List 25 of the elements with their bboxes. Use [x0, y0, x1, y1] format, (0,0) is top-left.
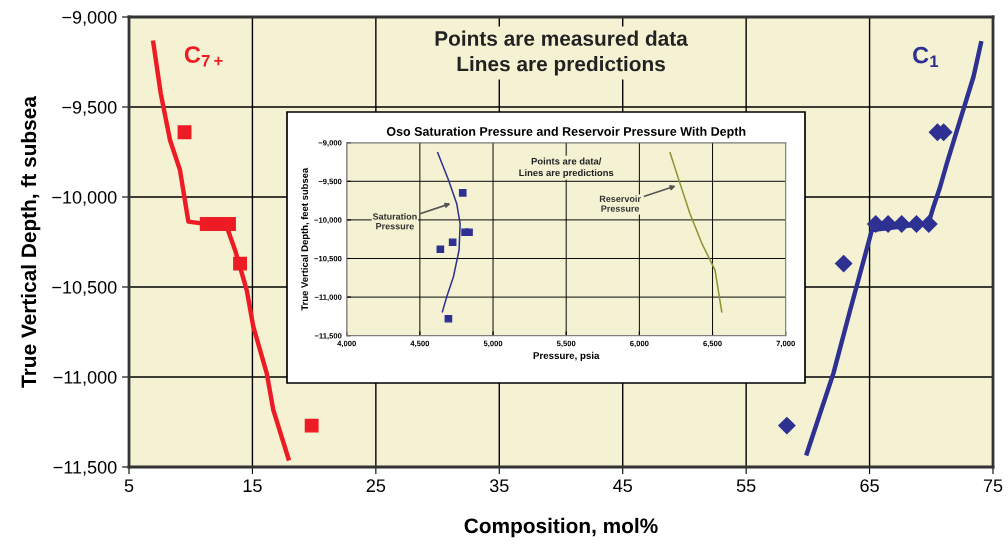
x-tick-label: 15 [243, 479, 262, 493]
annotation: Reservoir Pressure [599, 195, 641, 212]
y-axis-title: True Vertical Depth, feet subsea [301, 167, 310, 311]
x-tick-label: 25 [366, 479, 386, 493]
annotation: Points are measured data Lines are predictions [435, 30, 688, 76]
x-tick-label: 45 [613, 479, 632, 493]
annotation: Points are data/ Lines are predictions [519, 157, 614, 178]
x-tick-label: 35 [489, 479, 509, 493]
x-axis-title: Composition, mol% [464, 517, 658, 538]
x-tick-label: 65 [860, 479, 879, 493]
y-tick-label: −10,500 [52, 280, 117, 296]
y-tick-label: −11,500 [53, 460, 117, 476]
y-tick-label: −9,000 [62, 10, 117, 26]
annotation: Saturation Pressure [372, 213, 417, 230]
x-axis-title: Pressure, psia [533, 351, 600, 361]
y-axis-title: True Vertical Depth, ft subsea [20, 95, 41, 388]
y-tick-label: −9,500 [62, 100, 117, 116]
chart-title: Oso Saturation Pressure and Reservoir Pressure With Depth [386, 126, 746, 139]
x-tick-label: 55 [736, 479, 756, 493]
y-tick-label: −10,000 [52, 190, 117, 206]
series-label: C$_{1}$ [913, 46, 939, 67]
x-tick-label: 75 [983, 479, 1003, 493]
series-label: C$_{7+}$ [184, 46, 223, 67]
y-tick-label: −11,000 [53, 370, 117, 386]
x-tick-label: 5 [124, 479, 134, 493]
